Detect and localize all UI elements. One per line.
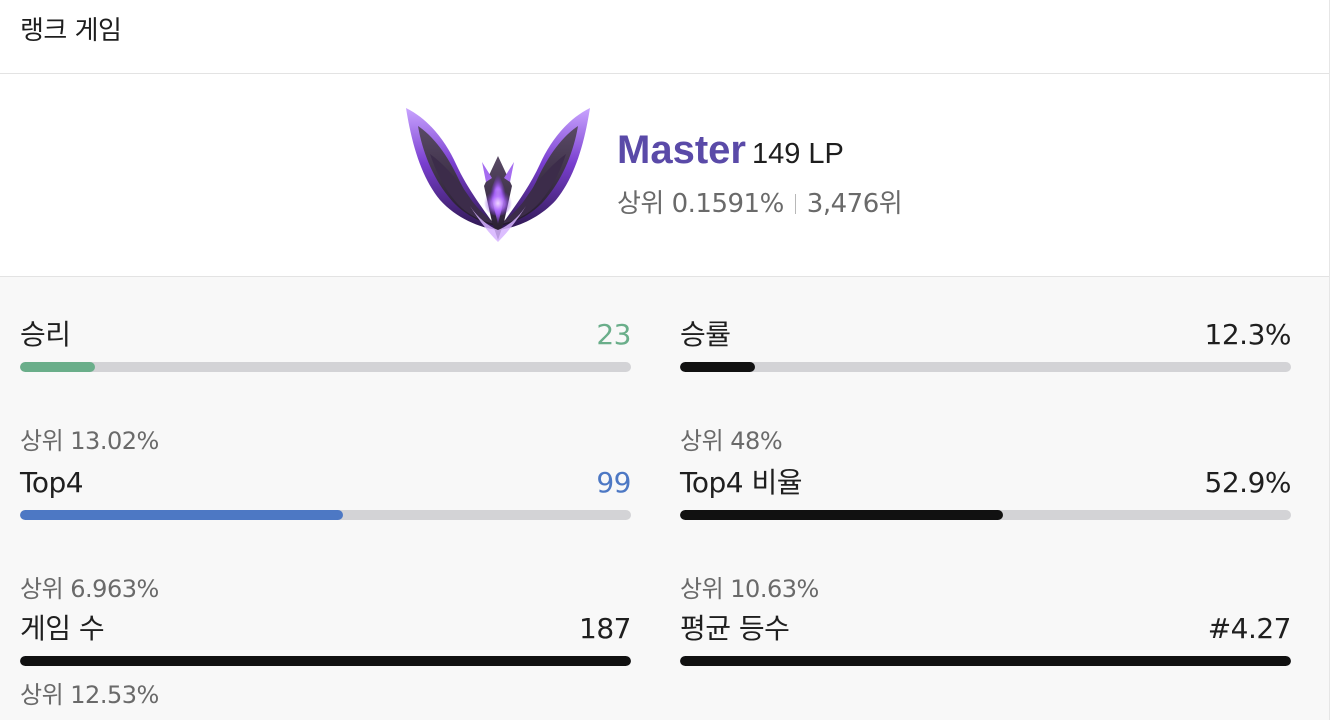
stat-label: 승률: [680, 318, 731, 351]
stat-top-percent: 상위 13.02%: [20, 427, 159, 455]
rank-info: 상위 0.1591% 3,476위: [617, 188, 903, 220]
stat-label: Top4 비율: [680, 466, 803, 499]
stat-bar-fill: [20, 510, 344, 520]
stat-bar-track: [20, 362, 631, 372]
league-points: 149 LP: [751, 138, 844, 170]
stat-value: 23: [596, 318, 631, 351]
stat-value: 12.3%: [1204, 318, 1292, 351]
stat-label: Top4: [20, 466, 84, 499]
stat-bar-track: [680, 656, 1291, 666]
stat-value: 52.9%: [1204, 466, 1292, 499]
stat-label: 평균 등수: [680, 612, 790, 645]
stat-bar-fill: [680, 510, 1004, 520]
stat-bar-track: [20, 510, 631, 520]
stat-bar-fill: [20, 656, 631, 666]
stat-label: 게임 수: [20, 612, 105, 645]
tier-name: Master: [617, 128, 746, 172]
stat-top-percent: 상위 12.53%: [20, 681, 159, 709]
top-percent: 상위 0.1591%: [617, 189, 784, 219]
stat-bar-fill: [680, 362, 756, 372]
stat-top4-rate: Top4 비율 52.9% 상위 10.63%: [680, 466, 1292, 603]
master-emblem-icon: [406, 108, 590, 242]
stat-bar-fill: [20, 362, 96, 372]
stat-average-placement: 평균 등수 #4.27: [680, 612, 1292, 722]
stat-bar-track: [680, 510, 1291, 520]
stat-top4: Top4 99 상위 6.963%: [20, 466, 631, 603]
stat-top-percent: 상위 6.963%: [20, 575, 159, 603]
stat-bar-track: [680, 362, 1291, 372]
panel-header: 랭크 게임: [0, 0, 1329, 74]
panel-title: 랭크 게임: [20, 16, 122, 46]
stat-bar-fill: [680, 656, 1291, 666]
tier-summary: Master 149 LP 상위 0.1591% 3,476위: [0, 74, 1329, 277]
stats-grid: 승리 23 상위 13.02% 승률 12.3% 상위 48% Top4 99 …: [0, 277, 1329, 720]
stat-games-played: 게임 수 187 상위 12.53%: [20, 612, 631, 722]
stat-value: 99: [596, 466, 631, 499]
stat-value: 187: [579, 612, 631, 645]
rank-divider: [794, 194, 796, 214]
ladder-rank: 3,476위: [806, 189, 903, 219]
stat-value: #4.27: [1207, 612, 1292, 645]
stat-bar-track: [20, 656, 631, 666]
stat-label: 승리: [20, 318, 71, 351]
tier-title: Master 149 LP: [617, 128, 844, 176]
stat-wins: 승리 23 상위 13.02%: [20, 318, 631, 455]
stat-win-rate: 승률 12.3% 상위 48%: [680, 318, 1292, 455]
stat-top-percent: 상위 48%: [680, 427, 783, 455]
stat-top-percent: 상위 10.63%: [680, 575, 819, 603]
